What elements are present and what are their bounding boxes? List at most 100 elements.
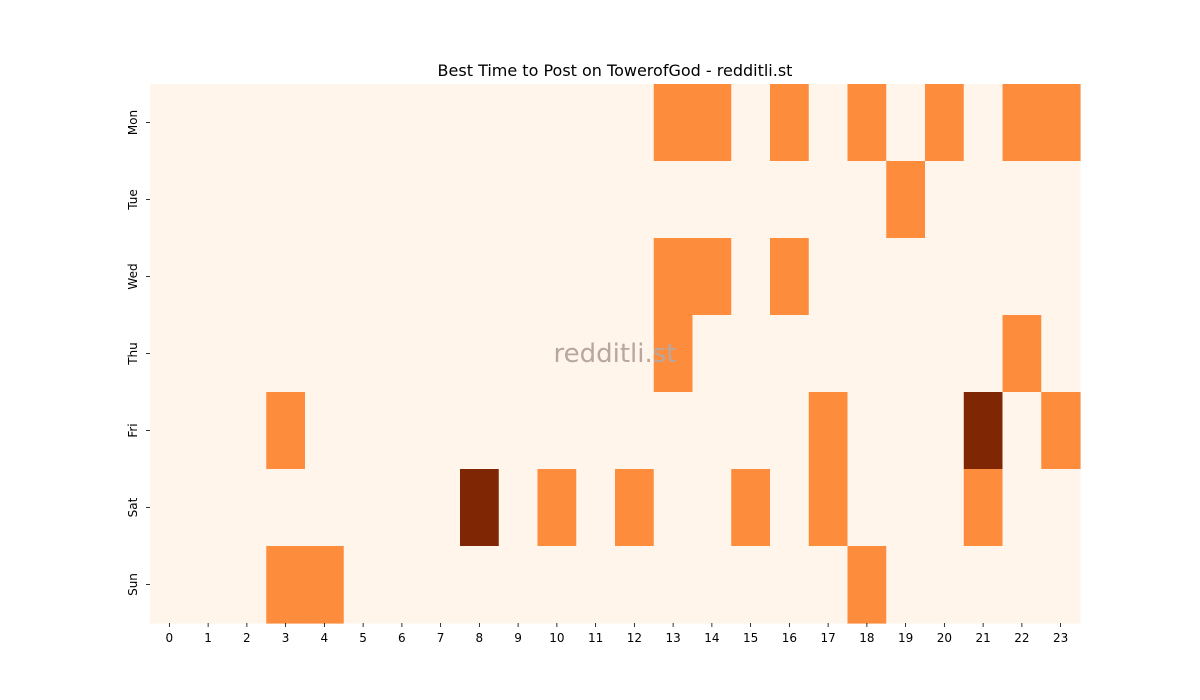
heatmap-cell-wed-23 xyxy=(1041,238,1081,316)
y-tick-label: Wed xyxy=(126,263,140,289)
x-tick-label: 17 xyxy=(820,631,835,645)
heatmap-cell-sun-16 xyxy=(770,546,810,624)
heatmap-cell-fri-15 xyxy=(731,392,771,470)
heatmap-cell-mon-3 xyxy=(266,84,306,162)
heatmap-cell-thu-6 xyxy=(382,315,422,393)
x-tick-label: 20 xyxy=(937,631,952,645)
heatmap-cell-fri-0 xyxy=(150,392,190,470)
heatmap-cell-sun-0 xyxy=(150,546,190,624)
heatmap-cell-sun-2 xyxy=(227,546,267,624)
heatmap-cell-fri-18 xyxy=(847,392,887,470)
heatmap-cell-thu-4 xyxy=(305,315,345,393)
heatmap-cell-fri-20 xyxy=(925,392,965,470)
heatmap-cell-mon-19 xyxy=(886,84,926,162)
heatmap-cell-mon-20 xyxy=(925,84,965,162)
heatmap-cell-sun-20 xyxy=(925,546,965,624)
heatmap-cell-fri-1 xyxy=(188,392,229,470)
heatmap-cell-fri-2 xyxy=(227,392,267,470)
y-tick-label: Sun xyxy=(126,573,140,596)
heatmap-cell-fri-14 xyxy=(692,392,732,470)
heatmap-cell-fri-9 xyxy=(498,392,539,470)
heatmap-cell-tue-23 xyxy=(1041,161,1081,239)
heatmap-cell-wed-15 xyxy=(731,238,771,316)
heatmap-cell-sun-11 xyxy=(576,546,616,624)
heatmap-cell-fri-22 xyxy=(1002,392,1042,470)
y-tick-label: Sat xyxy=(126,497,140,517)
heatmap-cell-tue-5 xyxy=(343,161,384,239)
heatmap-cell-thu-12 xyxy=(615,315,655,393)
heatmap-cell-thu-15 xyxy=(731,315,771,393)
heatmap-cell-thu-9 xyxy=(498,315,539,393)
watermark-text: redditli.st xyxy=(554,339,677,369)
heatmap-cell-sat-6 xyxy=(382,469,422,547)
heatmap-cell-sun-22 xyxy=(1002,546,1042,624)
heatmap-cell-sat-20 xyxy=(925,469,965,547)
heatmap-cell-sat-5 xyxy=(343,469,384,547)
heatmap-cell-fri-17 xyxy=(808,392,849,470)
heatmap-cell-sun-10 xyxy=(537,546,577,624)
heatmap-cell-sun-18 xyxy=(847,546,887,624)
heatmap-cell-thu-10 xyxy=(537,315,577,393)
heatmap-cell-tue-12 xyxy=(615,161,655,239)
heatmap-cell-fri-3 xyxy=(266,392,306,470)
heatmap-cell-wed-7 xyxy=(421,238,461,316)
heatmap-cell-sat-21 xyxy=(963,469,1004,547)
heatmap-cell-tue-16 xyxy=(770,161,810,239)
heatmap-cell-wed-12 xyxy=(615,238,655,316)
heatmap-cell-sun-1 xyxy=(188,546,229,624)
heatmap-cell-thu-22 xyxy=(1002,315,1042,393)
heatmap-cell-wed-4 xyxy=(305,238,345,316)
heatmap-cell-thu-17 xyxy=(808,315,849,393)
heatmap-cell-mon-11 xyxy=(576,84,616,162)
heatmap-cell-thu-23 xyxy=(1041,315,1081,393)
heatmap-cell-sat-7 xyxy=(421,469,461,547)
heatmap-cell-fri-12 xyxy=(615,392,655,470)
heatmap-cell-wed-2 xyxy=(227,238,267,316)
x-tick-label: 22 xyxy=(1014,631,1029,645)
heatmap-cell-thu-18 xyxy=(847,315,887,393)
heatmap-cell-sun-4 xyxy=(305,546,345,624)
heatmap-cell-tue-15 xyxy=(731,161,771,239)
heatmap-cell-tue-2 xyxy=(227,161,267,239)
heatmap-cell-mon-8 xyxy=(460,84,500,162)
heatmap-cell-sat-2 xyxy=(227,469,267,547)
heatmap-cell-tue-1 xyxy=(188,161,229,239)
heatmap-cell-thu-13 xyxy=(653,315,694,393)
heatmap-cell-thu-3 xyxy=(266,315,306,393)
heatmap-cell-wed-19 xyxy=(886,238,926,316)
x-tick-label: 7 xyxy=(437,631,445,645)
chart-title: Best Time to Post on TowerofGod - reddit… xyxy=(438,61,793,80)
heatmap-cell-tue-3 xyxy=(266,161,306,239)
heatmap-cell-wed-8 xyxy=(460,238,500,316)
heatmap-cell-sat-19 xyxy=(886,469,926,547)
heatmap-cell-tue-13 xyxy=(653,161,694,239)
heatmap-cell-thu-5 xyxy=(343,315,384,393)
heatmap-cell-wed-21 xyxy=(963,238,1004,316)
x-tick-label: 1 xyxy=(204,631,212,645)
heatmap-cell-tue-21 xyxy=(963,161,1004,239)
heatmap-cell-fri-16 xyxy=(770,392,810,470)
heatmap-cell-mon-15 xyxy=(731,84,771,162)
heatmap-cell-mon-9 xyxy=(498,84,539,162)
x-tick-label: 4 xyxy=(321,631,329,645)
heatmap-cell-tue-9 xyxy=(498,161,539,239)
heatmap-cell-mon-14 xyxy=(692,84,732,162)
heatmap-cell-thu-21 xyxy=(963,315,1004,393)
heatmap-cell-sat-0 xyxy=(150,469,190,547)
heatmap-cell-wed-18 xyxy=(847,238,887,316)
heatmap-cell-tue-19 xyxy=(886,161,926,239)
heatmap-cell-sat-10 xyxy=(537,469,577,547)
heatmap-cell-wed-1 xyxy=(188,238,229,316)
heatmap-cell-sat-4 xyxy=(305,469,345,547)
heatmap-cell-tue-0 xyxy=(150,161,190,239)
heatmap-cell-thu-11 xyxy=(576,315,616,393)
heatmap-cell-wed-5 xyxy=(343,238,384,316)
heatmap-cell-wed-0 xyxy=(150,238,190,316)
y-tick-label: Thu xyxy=(126,342,140,366)
heatmap-cell-sun-17 xyxy=(808,546,849,624)
heatmap-cell-mon-0 xyxy=(150,84,190,162)
x-tick-label: 21 xyxy=(975,631,990,645)
heatmap-cell-mon-17 xyxy=(808,84,849,162)
heatmap-cell-wed-6 xyxy=(382,238,422,316)
